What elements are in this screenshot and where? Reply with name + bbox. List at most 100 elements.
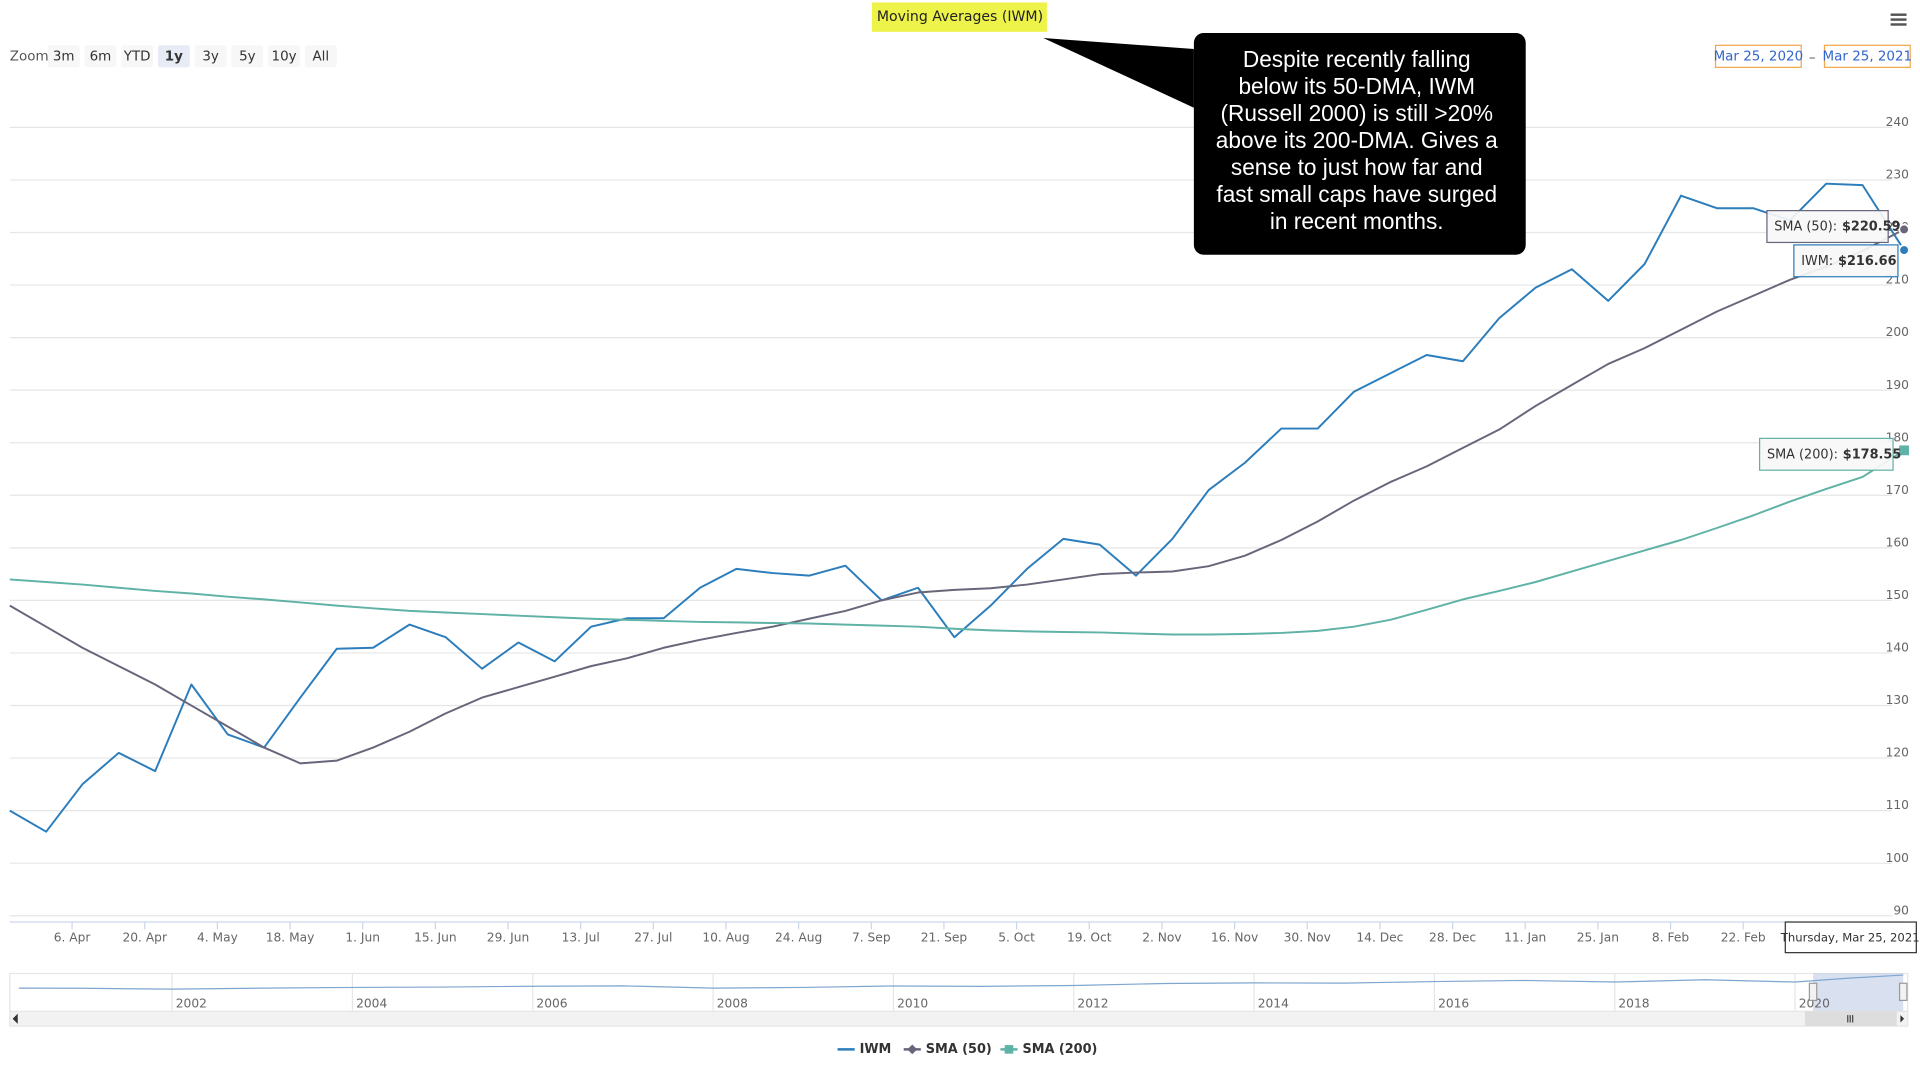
annotation-line: fast small caps have surged	[1216, 181, 1497, 207]
zoom-button[interactable]: All	[304, 45, 337, 68]
x-tick-label: 19. Oct	[1067, 930, 1112, 944]
navigator-tick-label: 2004	[356, 997, 387, 1011]
x-tick-label: 7. Sep	[852, 930, 891, 944]
zoom-button[interactable]: 3y	[194, 45, 227, 68]
tooltip-value: $220.59	[1842, 219, 1901, 234]
x-tick-label: 14. Dec	[1356, 930, 1403, 944]
range-to-box[interactable]	[1823, 44, 1911, 68]
x-tick-label: 10. Aug	[702, 930, 749, 944]
range-from-box[interactable]	[1714, 44, 1802, 68]
tooltip-text: IWM: $216.66	[1801, 253, 1896, 268]
y-tick-label: 140	[1886, 641, 1909, 655]
navigator-tick-label: 2010	[897, 997, 928, 1011]
tooltip: SMA (50): $220.59	[1766, 210, 1901, 244]
tooltip-text: SMA (50): $220.59	[1774, 219, 1900, 234]
callout-pointer	[1043, 37, 1194, 108]
tooltip-box	[1766, 210, 1889, 244]
zoom-button[interactable]: 5y	[231, 45, 264, 68]
x-tick-label: 2. Nov	[1142, 930, 1181, 944]
y-tick-label: 150	[1886, 588, 1909, 602]
x-tick-label: 15. Jun	[414, 930, 456, 944]
zoom-button-label: 3m	[53, 49, 75, 64]
zoom-button[interactable]: YTD	[121, 45, 154, 68]
annotation-line: Despite recently falling	[1243, 46, 1471, 72]
x-tick-label: 16. Nov	[1211, 930, 1258, 944]
menu-bar	[1890, 13, 1907, 16]
x-tick-label: 22. Feb	[1721, 930, 1766, 944]
legend-label: IWM	[860, 1042, 892, 1057]
series-lines	[9, 182, 1905, 833]
tooltip-box	[1793, 244, 1899, 278]
y-tick-label: 240	[1886, 115, 1909, 129]
hover-marker	[1898, 223, 1910, 236]
y-tick-label: 190	[1886, 378, 1909, 392]
tooltip: IWM: $216.66	[1793, 244, 1899, 278]
legend-label: SMA (50)	[926, 1042, 992, 1057]
legend-marker	[907, 1044, 918, 1055]
navigator-tick-label: 2002	[176, 997, 207, 1011]
legend-item[interactable]: IWM	[837, 1042, 892, 1057]
y-tick-label: 170	[1886, 483, 1909, 497]
navigator-frame	[9, 972, 1909, 1013]
zoom-button[interactable]: 10y	[268, 45, 300, 68]
x-tick-label: 30. Nov	[1284, 930, 1331, 944]
x-tick-label: 24. Aug	[775, 930, 822, 944]
legend-item[interactable]: SMA (50)	[903, 1042, 992, 1057]
navigator-tick-label: 2012	[1077, 997, 1108, 1011]
tooltip-value: $216.66	[1838, 253, 1897, 268]
tooltip-label: IWM:	[1801, 253, 1833, 268]
zoom-button-label: 6m	[90, 49, 112, 64]
zoom-buttons: 3m 6m YTD 1y 3y 5y 10y All	[47, 45, 337, 68]
legend-item[interactable]: SMA (200)	[1000, 1042, 1097, 1057]
legend: IWM SMA (50) SMA (200)	[837, 1042, 1097, 1057]
callout-box	[1193, 33, 1526, 255]
series-line	[9, 449, 1905, 636]
zoom-button[interactable]: 3m	[47, 45, 80, 68]
y-tick-label: 200	[1886, 325, 1909, 339]
x-tick-label: 20. Apr	[122, 930, 167, 944]
x-tick-label: 28. Dec	[1429, 930, 1476, 944]
y-tick-label: 230	[1886, 168, 1909, 182]
zoom-button[interactable]: 6m	[84, 45, 117, 68]
x-tick-label: 29. Jun	[487, 930, 529, 944]
zoom-label: Zoom	[10, 49, 49, 64]
menu-button[interactable]	[1890, 13, 1907, 26]
zoom-button-label: 3y	[202, 49, 219, 64]
zoom-button-label: 10y	[272, 49, 297, 64]
x-tick-label: 11. Jan	[1504, 930, 1546, 944]
navigator-tick-label: 2018	[1618, 997, 1649, 1011]
crosshair-label-box	[1784, 921, 1917, 954]
annotation-line: below its 50-DMA, IWM	[1238, 73, 1475, 99]
scrollbar-grip	[1847, 1015, 1854, 1023]
tooltip-label: SMA (50):	[1774, 219, 1837, 234]
annotation-line: (Russell 2000) is still >20%	[1221, 100, 1493, 126]
scrollbar-track[interactable]	[9, 1010, 1909, 1027]
x-tick-label: 13. Jul	[562, 930, 600, 944]
tooltip-text: SMA (200): $178.55	[1767, 447, 1901, 462]
annotation-line: in recent months.	[1270, 208, 1444, 234]
navigator-handle[interactable]	[1808, 982, 1818, 1002]
menu-bar	[1890, 18, 1907, 21]
range-to: Mar 25, 2021	[1823, 49, 1913, 64]
x-tick-label: 5. Oct	[998, 930, 1035, 944]
zoom-button-bg	[84, 45, 117, 68]
zoom-button[interactable]: 1y	[157, 45, 190, 68]
legend-marker	[1004, 1045, 1014, 1054]
navigator-line	[18, 974, 1904, 990]
zoom-button-label: All	[312, 49, 329, 64]
tooltip-value: $178.55	[1843, 447, 1902, 462]
navigator-handle[interactable]	[1898, 982, 1908, 1002]
series-line	[9, 228, 1905, 765]
scroll-left-arrow[interactable]	[12, 1013, 18, 1024]
x-tick-label: 4. May	[197, 930, 238, 944]
scroll-right-arrow[interactable]	[1900, 1015, 1905, 1023]
scrollbar-thumb[interactable]	[1804, 1011, 1897, 1027]
range-separator: –	[1809, 51, 1816, 66]
zoom-button-bg	[157, 45, 190, 68]
x-tick-label: 21. Sep	[921, 930, 968, 944]
navigator-tick-label: 2006	[536, 997, 567, 1011]
zoom-button-bg	[121, 45, 154, 68]
x-tick-label: 6. Apr	[54, 930, 92, 944]
